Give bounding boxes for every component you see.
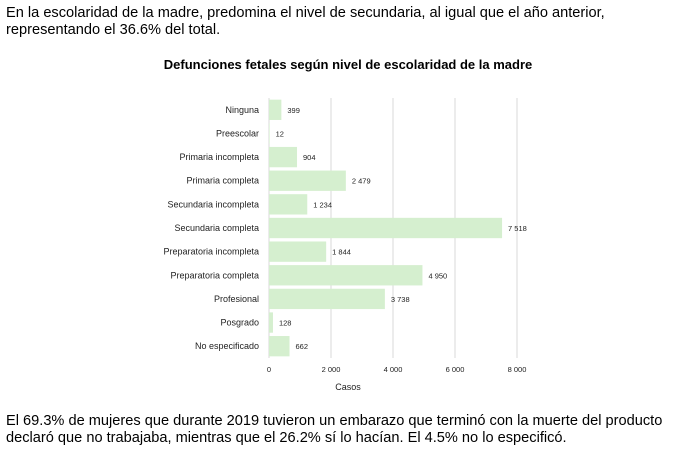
value-label-4: 1 234: [313, 200, 332, 209]
chart-title: Defunciones fetales según nivel de escol…: [163, 57, 533, 72]
intro-paragraph: En la escolaridad de la madre, predomina…: [6, 5, 605, 38]
tick-label-4: 8 000: [508, 365, 527, 374]
category-label-4: Secundaria incompleta: [167, 199, 259, 209]
category-label-10: No especificado: [195, 341, 259, 351]
value-label-9: 128: [279, 319, 292, 328]
category-label-3: Primaria completa: [186, 176, 259, 186]
value-label-0: 399: [287, 106, 300, 115]
category-label-2: Primaria incompleta: [179, 152, 259, 162]
x-axis-label: Casos: [335, 382, 361, 392]
category-label-7: Preparatoria completa: [170, 270, 259, 280]
bar-3: [269, 170, 346, 191]
bar-10: [269, 336, 290, 357]
value-label-8: 3 738: [391, 295, 410, 304]
bar-4: [269, 194, 308, 215]
bar-8: [269, 288, 385, 310]
value-label-1: 12: [276, 129, 284, 138]
bar-7: [269, 265, 423, 286]
value-label-7: 4 950: [428, 271, 447, 280]
tick-label-1: 2 000: [322, 365, 341, 374]
category-label-8: Profesional: [214, 294, 259, 304]
value-label-6: 1 844: [332, 248, 351, 257]
footer-paragraph: El 69.3% de mujeres que durante 2019 tuv…: [6, 413, 663, 446]
category-label-5: Secundaria completa: [174, 223, 259, 233]
category-label-0: Ninguna: [225, 105, 259, 115]
category-label-6: Preparatoria incompleta: [163, 247, 259, 257]
value-label-3: 2 479: [352, 177, 371, 186]
bar-9: [269, 312, 273, 333]
value-label-10: 662: [296, 342, 309, 351]
bar-1: [269, 123, 270, 144]
bar-2: [269, 146, 298, 168]
value-label-2: 904: [303, 153, 316, 162]
tick-label-3: 6 000: [446, 365, 465, 374]
bar-5: [269, 217, 503, 239]
bar-0: [269, 99, 282, 120]
tick-label-2: 4 000: [384, 365, 403, 374]
category-label-1: Preescolar: [216, 128, 259, 138]
bar-6: [269, 241, 327, 262]
value-label-5: 7 518: [508, 224, 527, 233]
tick-label-0: 0: [267, 365, 271, 374]
category-label-9: Posgrado: [220, 318, 259, 328]
